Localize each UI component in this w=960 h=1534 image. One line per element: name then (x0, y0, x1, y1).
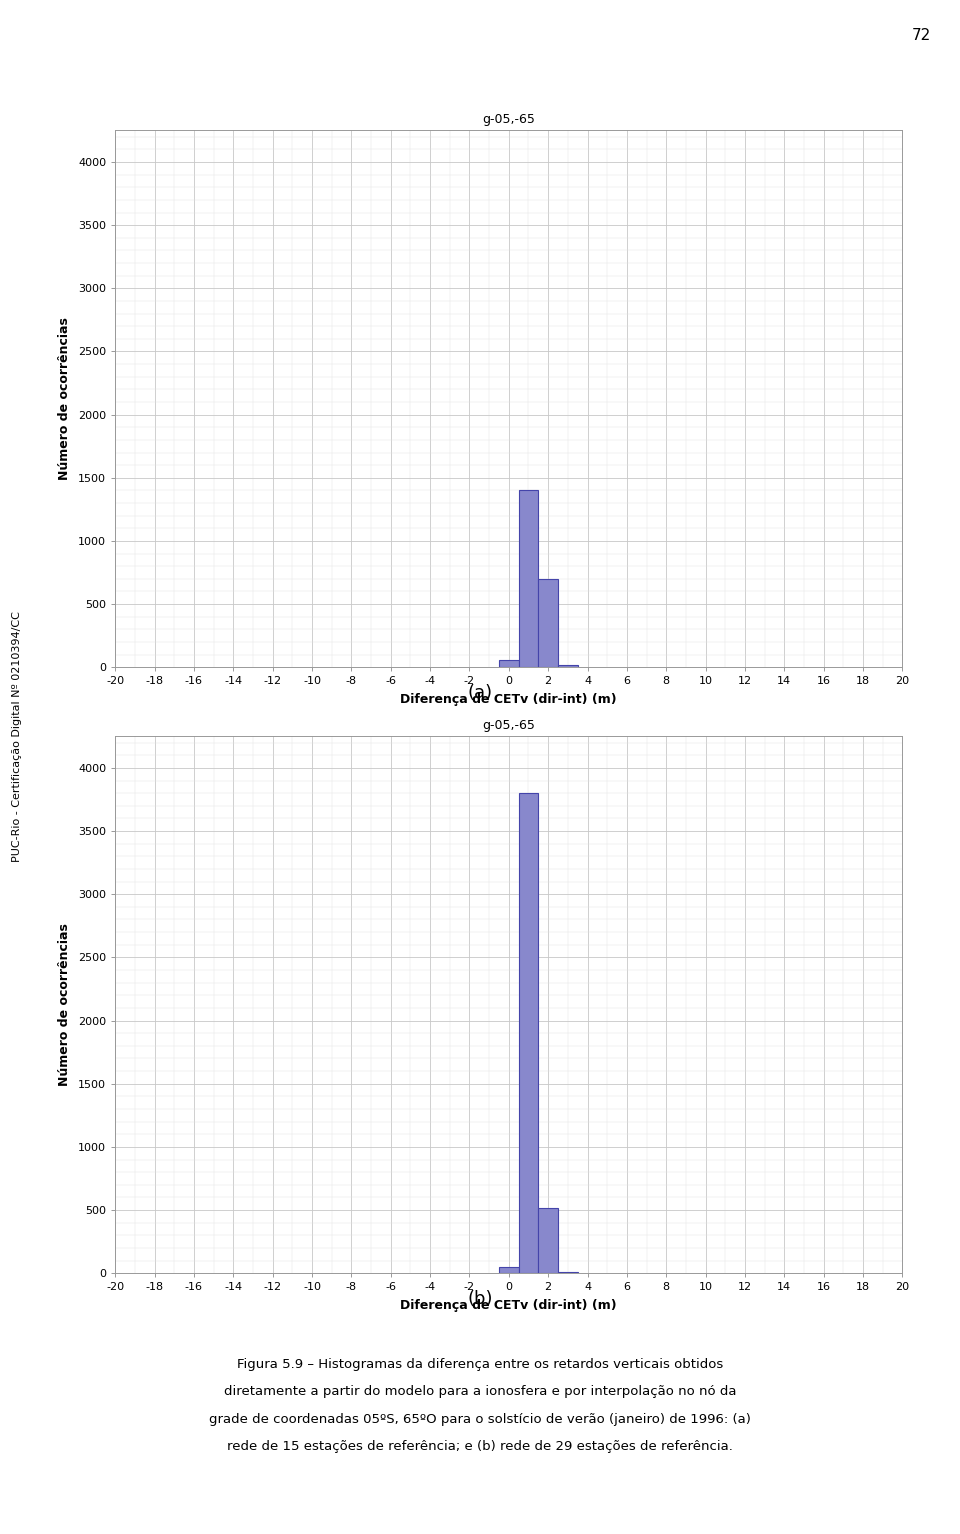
Title: g-05,-65: g-05,-65 (482, 719, 536, 732)
Text: (b): (b) (468, 1290, 492, 1309)
Text: (a): (a) (468, 684, 492, 703)
Bar (499, 660, 518, 667)
Bar (539, 1207, 558, 1273)
Text: PUC-Rio - Certificação Digital Nº 0210394/CC: PUC-Rio - Certificação Digital Nº 021039… (12, 611, 22, 862)
Text: rede de 15 estações de referência; e (b) rede de 29 estações de referência.: rede de 15 estações de referência; e (b)… (228, 1440, 732, 1453)
Bar (518, 491, 539, 667)
Bar (518, 793, 539, 1273)
Text: Figura 5.9 – Histogramas da diferença entre os retardos verticais obtidos: Figura 5.9 – Histogramas da diferença en… (237, 1358, 723, 1370)
Text: grade de coordenadas 05ºS, 65ºO para o solstício de verão (janeiro) de 1996: (a): grade de coordenadas 05ºS, 65ºO para o s… (209, 1413, 751, 1425)
X-axis label: Diferença de CETv (dir-int) (m): Diferença de CETv (dir-int) (m) (400, 693, 617, 706)
Bar (499, 1267, 518, 1273)
Bar (558, 664, 578, 667)
Title: g-05,-65: g-05,-65 (482, 114, 536, 126)
X-axis label: Diferença de CETv (dir-int) (m): Diferença de CETv (dir-int) (m) (400, 1299, 617, 1312)
Text: 72: 72 (912, 28, 931, 43)
Y-axis label: Número de ocorrências: Número de ocorrências (59, 318, 71, 480)
Bar (539, 578, 558, 667)
Text: diretamente a partir do modelo para a ionosfera e por interpolação no nó da: diretamente a partir do modelo para a io… (224, 1385, 736, 1397)
Y-axis label: Número de ocorrências: Número de ocorrências (59, 923, 71, 1086)
